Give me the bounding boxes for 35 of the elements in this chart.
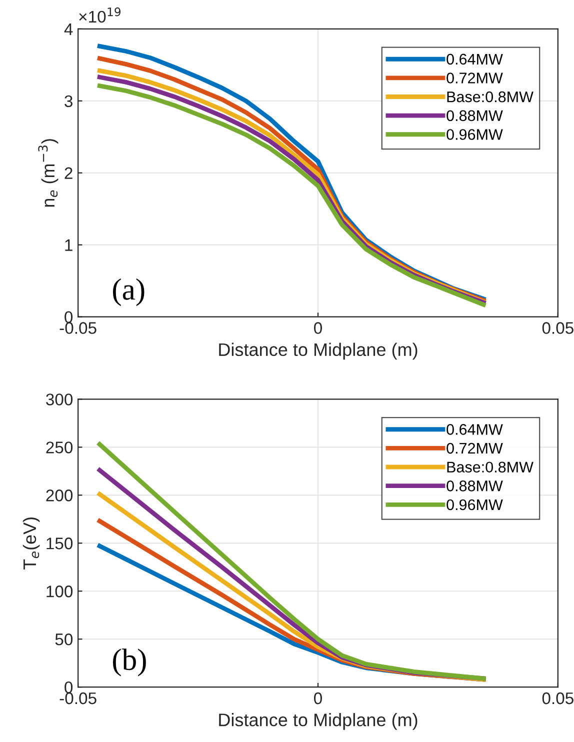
legend-label: 0.96MW [446,499,503,510]
legend-label: 0.64MW [446,54,503,65]
legend-label: 0.88MW [446,110,503,122]
x-tick-label: 0.05 [542,692,574,704]
y-axis-title: T$_{e}$(eV) [22,517,40,570]
legend-label: 0.96MW [446,129,503,140]
y-tick-label: 2 [64,167,72,179]
y-tick-label: 250 [46,442,73,454]
x-tick-label: 0.05 [542,322,574,334]
annotation: (a) [112,278,144,306]
y-tick-label: 1 [65,239,72,251]
y-axis-title: n$_{e}$ (m$^{−3}$) [38,139,58,207]
text: ×10$^{19}$ [79,7,121,23]
x-tick-label: -0.05 [60,322,96,334]
legend-label: 0.72MW [446,442,503,454]
x-tick-label: 0 [314,322,322,334]
legend-label: 0.64MW [446,424,503,435]
legend-label: 0.88MW [446,480,503,492]
x-axis-title: Distance to Midplane (m) [219,342,418,360]
y-tick-label: 0 [64,681,73,694]
x-tick-label: -0.05 [60,692,96,704]
annotation: (b) [112,648,146,676]
y-tick-label: 200 [46,490,73,502]
x-axis-title: Distance to Midplane (m) [219,713,418,730]
y-tick-label: 100 [46,586,73,598]
x-tick-label: 0 [314,692,322,704]
y-tick-label: 50 [55,634,73,646]
y-tick-label: 4 [64,24,73,35]
legend-label: 0.72MW [446,72,503,84]
y-tick-label: 300 [46,394,73,406]
legend-label: Base:0.8MW [447,91,534,102]
y-tick-label: 3 [64,95,72,108]
y-tick-label: 0 [64,311,73,324]
y-tick-label: 150 [46,538,73,550]
legend-label: Base:0.8MW [447,462,534,473]
